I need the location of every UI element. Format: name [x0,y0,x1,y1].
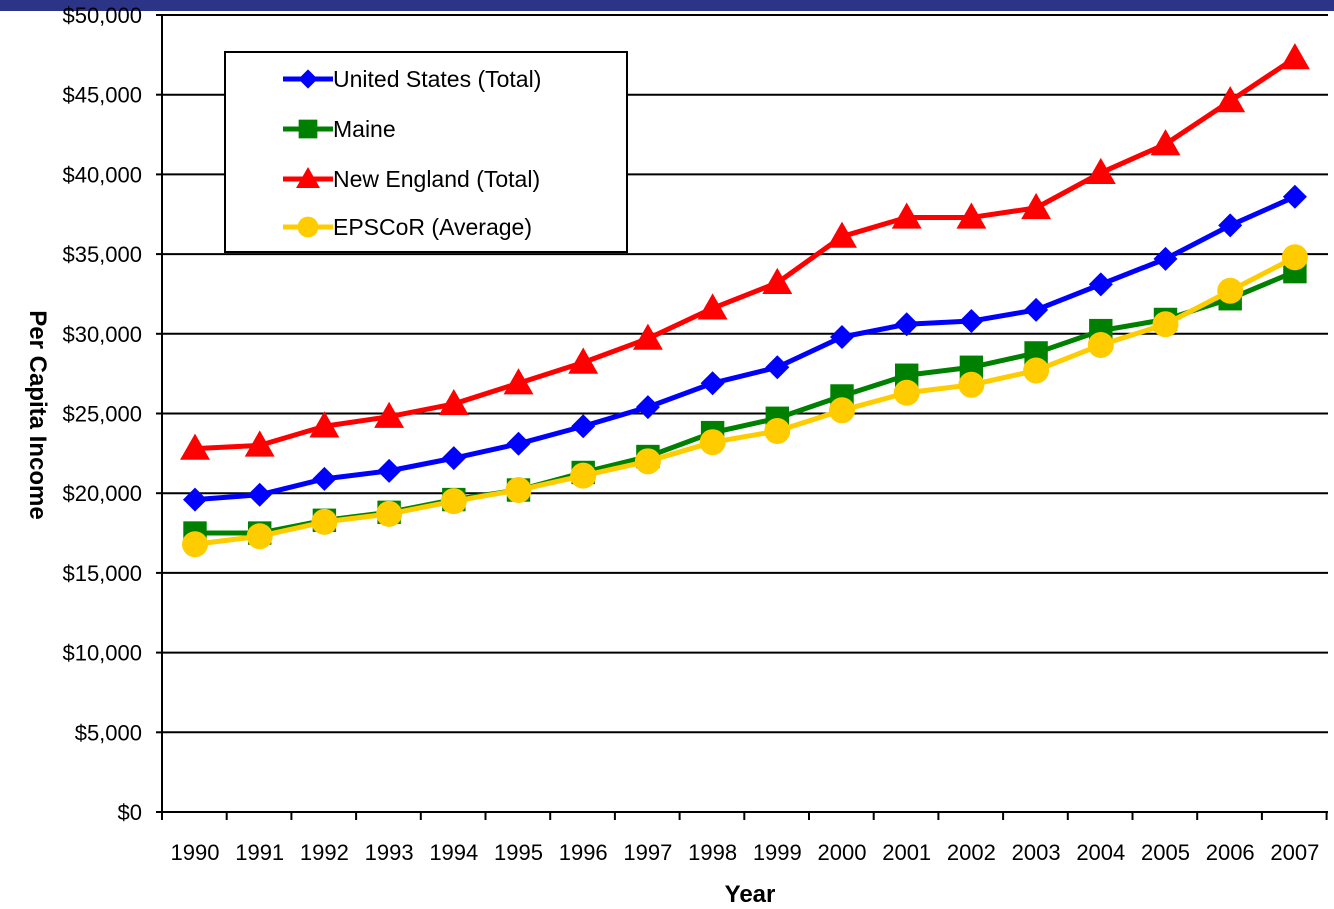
y-tick-label: $0 [118,800,142,825]
x-tick-label: 1994 [429,840,478,865]
x-axis-title: Year [725,881,776,908]
x-tick-label: 2001 [882,840,931,865]
data-point [764,418,790,444]
y-tick-label: $35,000 [62,242,142,267]
data-point [182,531,208,557]
x-tick-label: 1998 [688,840,737,865]
data-point [441,488,467,514]
data-point [506,477,532,503]
x-tick-label: 2004 [1076,840,1125,865]
data-point [829,397,855,423]
x-tick-label: 2002 [947,840,996,865]
legend-entry: Maine [283,116,396,142]
y-tick-label: $45,000 [62,83,142,108]
y-tick-label: $10,000 [62,641,142,666]
data-point [700,429,726,455]
y-tick-label: $25,000 [62,402,142,427]
data-point [894,380,920,406]
y-tick-label: $50,000 [62,3,142,28]
data-point [311,509,337,535]
x-tick-label: 2000 [818,840,867,865]
y-tick-label: $20,000 [62,481,142,506]
legend-label: EPSCoR (Average) [333,214,532,240]
data-point [1153,311,1179,337]
x-tick-label: 1992 [300,840,349,865]
x-tick-label: 2006 [1206,840,1255,865]
legend-label: United States (Total) [333,66,541,92]
y-tick-label: $5,000 [75,720,142,745]
x-tick-label: 1999 [753,840,802,865]
data-point [1088,332,1114,358]
x-tick-label: 2007 [1270,840,1319,865]
x-tick-label: 2005 [1141,840,1190,865]
data-point [1282,244,1308,270]
legend-label: Maine [333,116,396,142]
y-tick-label: $15,000 [62,561,142,586]
data-point [1217,278,1243,304]
x-tick-label: 1995 [494,840,543,865]
legend-label: New England (Total) [333,166,540,192]
legend: United States (Total) Maine New England (T… [225,52,627,252]
x-tick-label: 1991 [235,840,284,865]
x-tick-label: 2003 [1012,840,1061,865]
x-tick-label: 1993 [365,840,414,865]
legend-marker [298,217,319,238]
data-point [635,448,661,474]
data-point [376,501,402,527]
y-tick-label: $40,000 [62,162,142,187]
y-axis-title: Per Capita Income [24,310,51,519]
x-tick-label: 1997 [623,840,672,865]
data-point [1023,357,1049,383]
y-tick-label: $30,000 [62,322,142,347]
legend-marker [299,120,318,139]
data-point [247,523,273,549]
data-point [570,463,596,489]
data-point [958,372,984,398]
x-tick-label: 1990 [171,840,220,865]
x-tick-label: 1996 [559,840,608,865]
top-banner-bar [0,0,1334,11]
